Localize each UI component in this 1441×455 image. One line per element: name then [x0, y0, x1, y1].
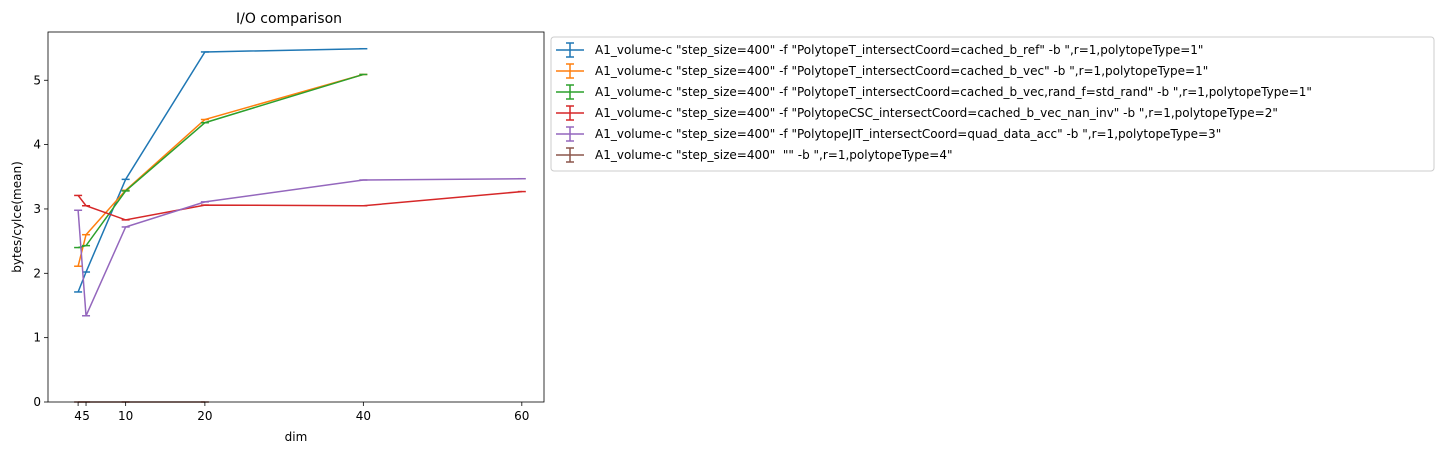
legend-entry-4: A1_volume-c "step_size=400" -f "Polytope… [556, 126, 1221, 142]
x-tick-label: 4 [74, 409, 82, 423]
plot-frame [47, 31, 545, 403]
x-tick-label: 20 [197, 409, 212, 423]
legend-label: A1_volume-c "step_size=400" -f "Polytope… [595, 85, 1312, 99]
chart-title: I/O comparison [236, 11, 342, 27]
legend-label: A1_volume-c "step_size=400" -f "Polytope… [595, 127, 1221, 141]
legend-label: A1_volume-c "step_size=400" "" -b ",r=1,… [595, 148, 953, 162]
legend-entry-5: A1_volume-c "step_size=400" "" -b ",r=1,… [556, 147, 953, 163]
legend-label: A1_volume-c "step_size=400" -f "Polytope… [595, 43, 1203, 57]
legend-entry-3: A1_volume-c "step_size=400" -f "Polytope… [556, 105, 1278, 121]
y-tick-label: 3 [33, 202, 41, 216]
plot-area [74, 47, 526, 403]
legend-entry-2: A1_volume-c "step_size=400" -f "Polytope… [556, 84, 1312, 100]
series-line-0 [77, 47, 364, 293]
legend-entry-1: A1_volume-c "step_size=400" -f "Polytope… [556, 63, 1208, 79]
legend: A1_volume-c "step_size=400" -f "Polytope… [550, 36, 1435, 172]
legend-frame [550, 36, 1435, 172]
y-axis: 0 1 2 3 4 5 [33, 73, 48, 409]
y-tick-label: 5 [33, 73, 41, 87]
legend-entry-0: A1_volume-c "step_size=400" -f "Polytope… [556, 42, 1203, 58]
series-line-4 [77, 177, 522, 317]
y-tick-label: 2 [33, 266, 41, 280]
series-line-3 [77, 190, 522, 221]
legend-label: A1_volume-c "step_size=400" -f "Polytope… [595, 64, 1208, 78]
x-tick-label: 5 [82, 409, 90, 423]
x-tick-label: 60 [514, 409, 529, 423]
x-axis-label: dim [285, 430, 308, 444]
x-tick-label: 10 [118, 409, 133, 423]
y-axis-label: bytes/cylce(mean) [10, 161, 24, 273]
series-line-2 [77, 73, 364, 249]
y-tick-label: 4 [33, 138, 41, 152]
y-tick-label: 1 [33, 331, 41, 345]
x-axis: 4 5 10 20 40 60 [74, 402, 529, 423]
x-tick-label: 40 [356, 409, 371, 423]
legend-label: A1_volume-c "step_size=400" -f "Polytope… [595, 106, 1278, 120]
y-tick-label: 0 [33, 395, 41, 409]
